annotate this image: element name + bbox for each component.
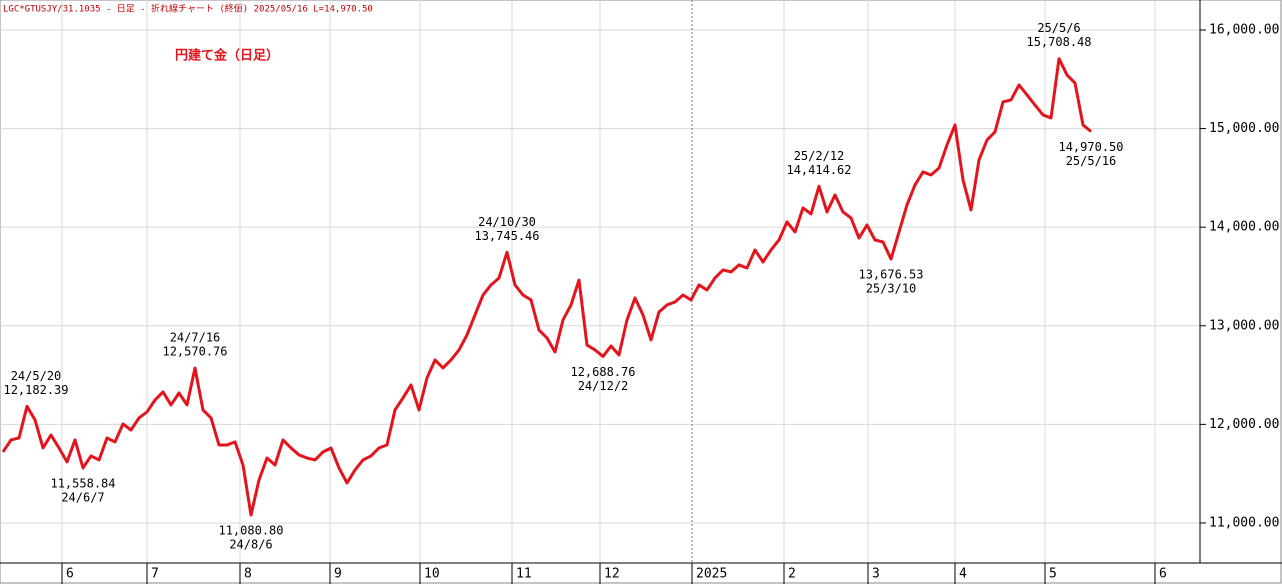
- value-label: 12,688.76: [570, 365, 635, 379]
- x-tick-label: 4: [959, 567, 967, 582]
- date-label: 25/5/6: [1037, 21, 1080, 35]
- value-label: 14,414.62: [786, 163, 851, 177]
- y-tick-label: 12,000.00: [1209, 417, 1279, 432]
- value-label: 12,182.39: [3, 383, 68, 397]
- y-tick-label: 14,000.00: [1209, 220, 1279, 235]
- x-tick-label: 2: [788, 567, 796, 582]
- price-line: [1, 57, 1092, 517]
- value-label: 12,570.76: [162, 345, 227, 359]
- value-label: 14,970.50: [1058, 140, 1123, 154]
- date-label: 25/5/16: [1066, 154, 1117, 168]
- y-tick-label: 16,000.00: [1209, 22, 1279, 37]
- x-tick-label: 11: [516, 567, 532, 582]
- x-tick-label: 10: [424, 567, 440, 582]
- x-tick-label: 5: [1049, 567, 1057, 582]
- x-tick-label: 7: [151, 567, 159, 582]
- chart-header: LGC*GTUSJY/31.1035 - 日足 - 折れ線チャート (終値) 2…: [3, 3, 373, 15]
- x-tick-label: 8: [244, 567, 252, 582]
- x-tick-label: 9: [334, 567, 342, 582]
- x-tick-label: 2025: [696, 567, 727, 582]
- value-label: 11,558.84: [50, 476, 115, 490]
- x-tick-label: 3: [872, 567, 880, 582]
- value-label: 13,676.53: [858, 268, 923, 282]
- date-label: 24/10/30: [478, 215, 536, 229]
- value-label: 13,745.46: [474, 229, 539, 243]
- date-label: 25/2/12: [794, 149, 845, 163]
- chart-title: 円建て金（日足）: [175, 48, 279, 64]
- date-label: 24/5/20: [11, 369, 62, 383]
- date-label: 24/7/16: [170, 331, 221, 345]
- y-tick-label: 11,000.00: [1209, 515, 1279, 530]
- value-label: 15,708.48: [1026, 35, 1091, 49]
- y-tick-label: 13,000.00: [1209, 318, 1279, 333]
- x-tick-label: 6: [1159, 567, 1167, 582]
- x-tick-label: 12: [604, 567, 620, 582]
- value-label: 11,080.80: [218, 524, 283, 538]
- x-tick-label: 6: [66, 567, 74, 582]
- date-label: 25/3/10: [866, 282, 917, 296]
- date-label: 24/8/6: [229, 538, 272, 552]
- date-label: 24/12/2: [578, 379, 629, 393]
- date-label: 24/6/7: [61, 490, 104, 504]
- y-tick-label: 15,000.00: [1209, 121, 1279, 136]
